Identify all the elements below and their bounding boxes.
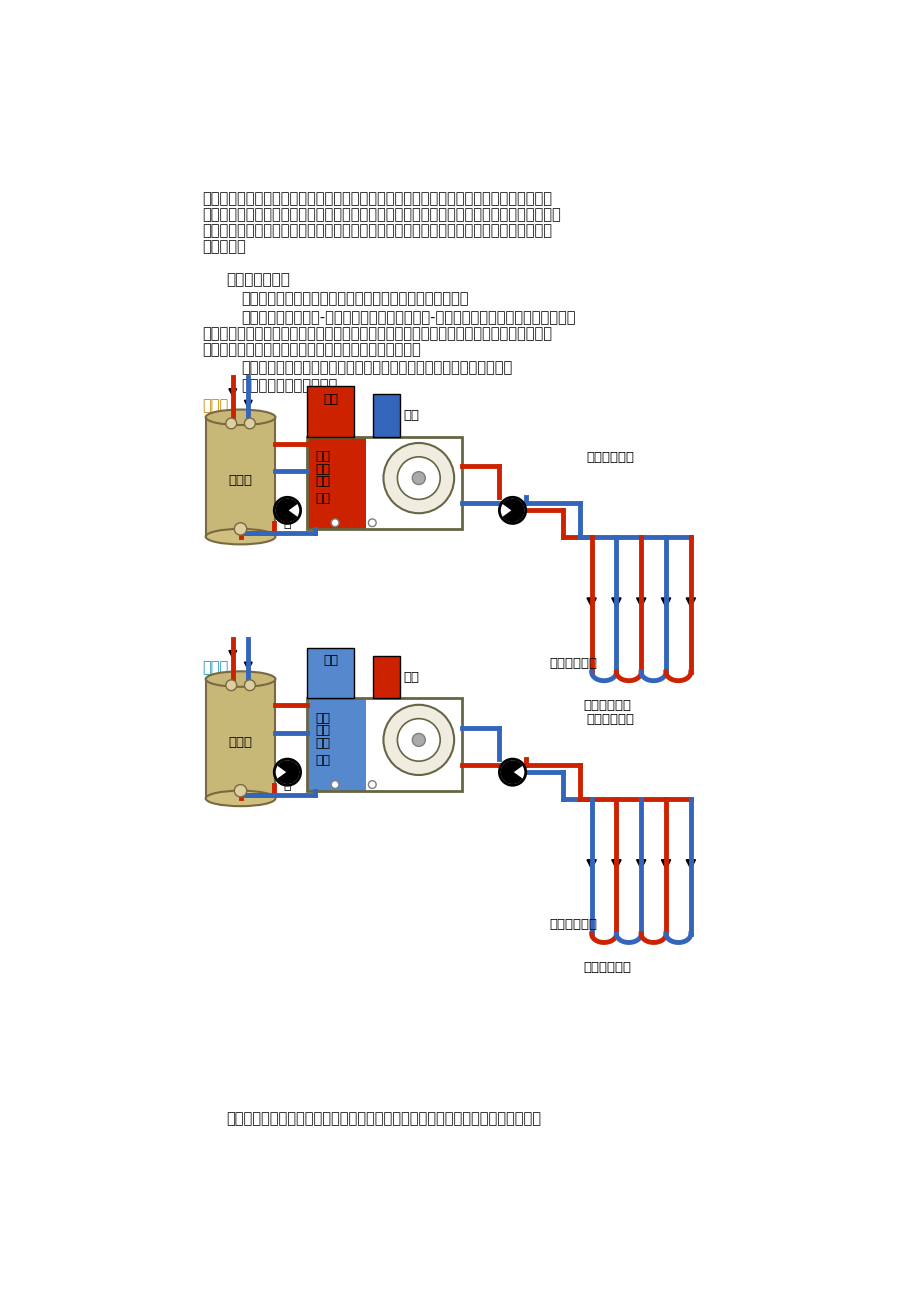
Polygon shape [686, 598, 695, 607]
Polygon shape [586, 598, 596, 607]
Polygon shape [636, 859, 645, 868]
Circle shape [331, 519, 338, 526]
Polygon shape [586, 859, 596, 868]
Circle shape [412, 471, 425, 484]
Bar [307, 648, 353, 698]
Circle shape [274, 759, 301, 785]
Text: 风机: 风机 [314, 754, 330, 767]
Bar [307, 698, 366, 790]
Circle shape [383, 443, 454, 513]
Polygon shape [229, 651, 236, 659]
Polygon shape [278, 762, 299, 784]
Circle shape [499, 759, 525, 785]
Ellipse shape [206, 529, 275, 544]
Bar [307, 436, 461, 529]
Circle shape [225, 680, 236, 690]
Text: 地源热泵工作原理如图：: 地源热泵工作原理如图： [241, 378, 337, 393]
Circle shape [234, 785, 246, 797]
Text: 他们的主要产品有水-风冷式水地源热泵机组、水-水式地源热泵机组、地源螺杆机组、: 他们的主要产品有水-风冷式水地源热泵机组、水-水式地源热泵机组、地源螺杆机组、 [241, 310, 575, 326]
Text: 枫叶能源公司的主要产品是地源热泵，它的总部在加拿大。: 枫叶能源公司的主要产品是地源热泵，它的总部在加拿大。 [241, 290, 469, 306]
Text: 回风: 回风 [323, 393, 337, 406]
Text: 出风: 出风 [403, 409, 419, 422]
Text: 换热前循环水: 换热前循环水 [585, 712, 633, 725]
Text: 翅片: 翅片 [314, 737, 330, 750]
Bar [373, 656, 400, 698]
Circle shape [234, 523, 246, 535]
Circle shape [225, 418, 236, 428]
Circle shape [368, 519, 376, 526]
Text: 出风: 出风 [403, 671, 419, 684]
Text: 换热后循环水: 换热后循环水 [549, 656, 596, 669]
Text: 热水器: 热水器 [228, 474, 253, 487]
Text: 土壤源换热器: 土壤源换热器 [584, 961, 631, 974]
Text: 热水机组、风机盘管及变风量机组、空气源热泵机组等。: 热水机组、风机盘管及变风量机组、空气源热泵机组等。 [202, 342, 421, 358]
Circle shape [397, 719, 439, 762]
Polygon shape [325, 672, 335, 681]
Circle shape [412, 733, 425, 746]
Text: 换热: 换热 [314, 724, 330, 737]
Text: 泵: 泵 [283, 779, 291, 792]
Ellipse shape [206, 790, 275, 806]
Text: 空气: 空气 [314, 450, 330, 464]
Bar [307, 698, 461, 790]
Circle shape [244, 418, 255, 428]
Bar [307, 387, 353, 436]
Circle shape [499, 497, 525, 523]
Polygon shape [381, 663, 391, 672]
Circle shape [274, 497, 301, 523]
Text: 换热前循环水: 换热前循环水 [585, 450, 633, 464]
Ellipse shape [206, 410, 275, 424]
Text: 尤为重要。: 尤为重要。 [202, 240, 246, 254]
Text: 泵: 泵 [283, 517, 291, 530]
Text: 深刻的是天加的组合式空调机组，因为在江宁体育中心，我们有一次见到了天加的这一产品。: 深刻的是天加的组合式空调机组，因为在江宁体育中心，我们有一次见到了天加的这一产品… [202, 207, 561, 223]
Text: 冬季：: 冬季： [202, 660, 229, 674]
Bar [373, 395, 400, 436]
Polygon shape [661, 598, 670, 607]
Text: 换热: 换热 [314, 462, 330, 475]
Polygon shape [661, 859, 670, 868]
Polygon shape [686, 859, 695, 868]
Text: 水冷螺杆机组、满液式水冷螺杆机组、满液式地源热泵机组、水冷柜式空调、风冷模块式冷: 水冷螺杆机组、满液式水冷螺杆机组、满液式地源热泵机组、水冷柜式空调、风冷模块式冷 [202, 327, 552, 341]
Polygon shape [276, 499, 296, 522]
Polygon shape [503, 499, 523, 522]
Text: 在冬季，地下换热系统收集大地热量并通过热泵主机进行温度提升后送入建筑物。: 在冬季，地下换热系统收集大地热量并通过热泵主机进行温度提升后送入建筑物。 [225, 1111, 540, 1126]
Text: 翅片: 翅片 [314, 475, 330, 488]
Text: 风冷螺杆冷热水机组、水冷螺杆式冷热水机组、模块化水冷式冷热水机组。最庞大，最印象: 风冷螺杆冷热水机组、水冷螺杆式冷热水机组、模块化水冷式冷热水机组。最庞大，最印象 [202, 191, 552, 206]
Circle shape [368, 781, 376, 789]
Polygon shape [501, 762, 521, 784]
Bar [206, 680, 275, 798]
Circle shape [331, 781, 338, 789]
Circle shape [244, 680, 255, 690]
Circle shape [397, 457, 439, 500]
Text: 空气: 空气 [314, 712, 330, 725]
Polygon shape [244, 400, 252, 408]
Text: 夏季：: 夏季： [202, 398, 229, 413]
Text: 回风: 回风 [323, 655, 337, 668]
Text: 土壤源换热器: 土壤源换热器 [584, 699, 631, 712]
Bar [307, 436, 366, 529]
Ellipse shape [206, 672, 275, 687]
Polygon shape [325, 410, 335, 419]
Bar [206, 417, 275, 536]
Text: 热水器: 热水器 [228, 736, 253, 749]
Polygon shape [229, 389, 236, 397]
Polygon shape [381, 400, 391, 410]
Text: 其主要应用案例为南京河西城市广场、苏州火车站、南京绿城玫瑰园。: 其主要应用案例为南京河西城市广场、苏州火车站、南京绿城玫瑰园。 [241, 361, 512, 375]
Polygon shape [636, 598, 645, 607]
Circle shape [383, 704, 454, 775]
Polygon shape [611, 859, 620, 868]
Text: 换热后循环水: 换热后循环水 [549, 918, 596, 931]
Polygon shape [244, 663, 252, 669]
Text: 对于以后空调机组行业的发展，越来越注重安全、健康、卫生，所以空气处理这一块将显得: 对于以后空调机组行业的发展，越来越注重安全、健康、卫生，所以空气处理这一块将显得 [202, 223, 552, 238]
Text: 枫叶能源公司：: 枫叶能源公司： [225, 272, 289, 286]
Text: 风机: 风机 [314, 492, 330, 505]
Polygon shape [611, 598, 620, 607]
